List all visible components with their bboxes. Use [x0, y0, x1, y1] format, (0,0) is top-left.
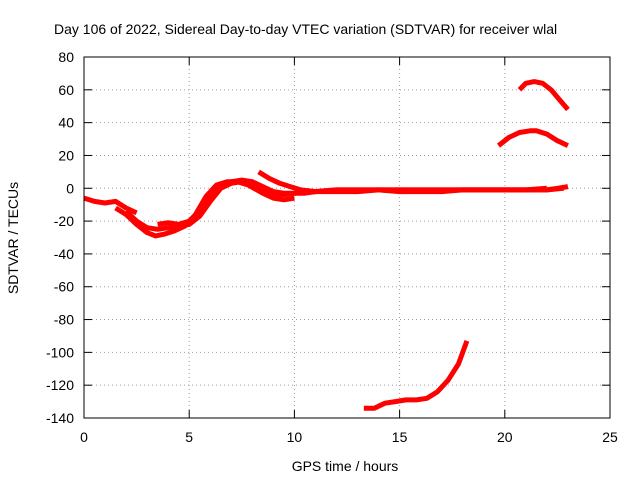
data-series — [83, 79, 570, 411]
x-tick-label: 25 — [602, 429, 618, 445]
chart-title: Day 106 of 2022, Sidereal Day-to-day VTE… — [54, 21, 557, 37]
y-tick-label: 60 — [58, 82, 74, 98]
y-axis-title: SDTVAR / TECUs — [5, 182, 21, 294]
plot-border — [83, 56, 611, 419]
grid-lines — [84, 57, 610, 418]
series-arc-1 — [83, 195, 138, 216]
series-arc-5 — [257, 169, 564, 195]
y-tick-label: 80 — [58, 49, 74, 65]
series-arc-6 — [496, 128, 569, 148]
y-tick-label: -140 — [46, 410, 74, 426]
x-tick-label: 10 — [287, 429, 303, 445]
y-tick-label: -20 — [54, 213, 74, 229]
y-tick-label: -60 — [54, 279, 74, 295]
y-tick-label: -100 — [46, 344, 74, 360]
y-tick-label: 40 — [58, 115, 74, 131]
y-tick-label: 0 — [66, 180, 74, 196]
series-arc-7 — [517, 79, 570, 112]
x-tick-label: 20 — [497, 429, 513, 445]
x-tick-label: 0 — [80, 429, 88, 445]
series-arc-8 — [363, 340, 470, 411]
y-tick-label: -80 — [54, 312, 74, 328]
y-tick-label: -40 — [54, 246, 74, 262]
y-tick-label: -120 — [46, 377, 74, 393]
y-tick-label: 20 — [58, 147, 74, 163]
x-axis-title: GPS time / hours — [292, 458, 399, 474]
x-tick-label: 5 — [185, 429, 193, 445]
axis-ticks: -140 -120 -100 -80 -60 -40 -20 0 20 40 60 80 0 5 10 15 2… — [46, 49, 618, 445]
x-tick-label: 15 — [392, 429, 408, 445]
